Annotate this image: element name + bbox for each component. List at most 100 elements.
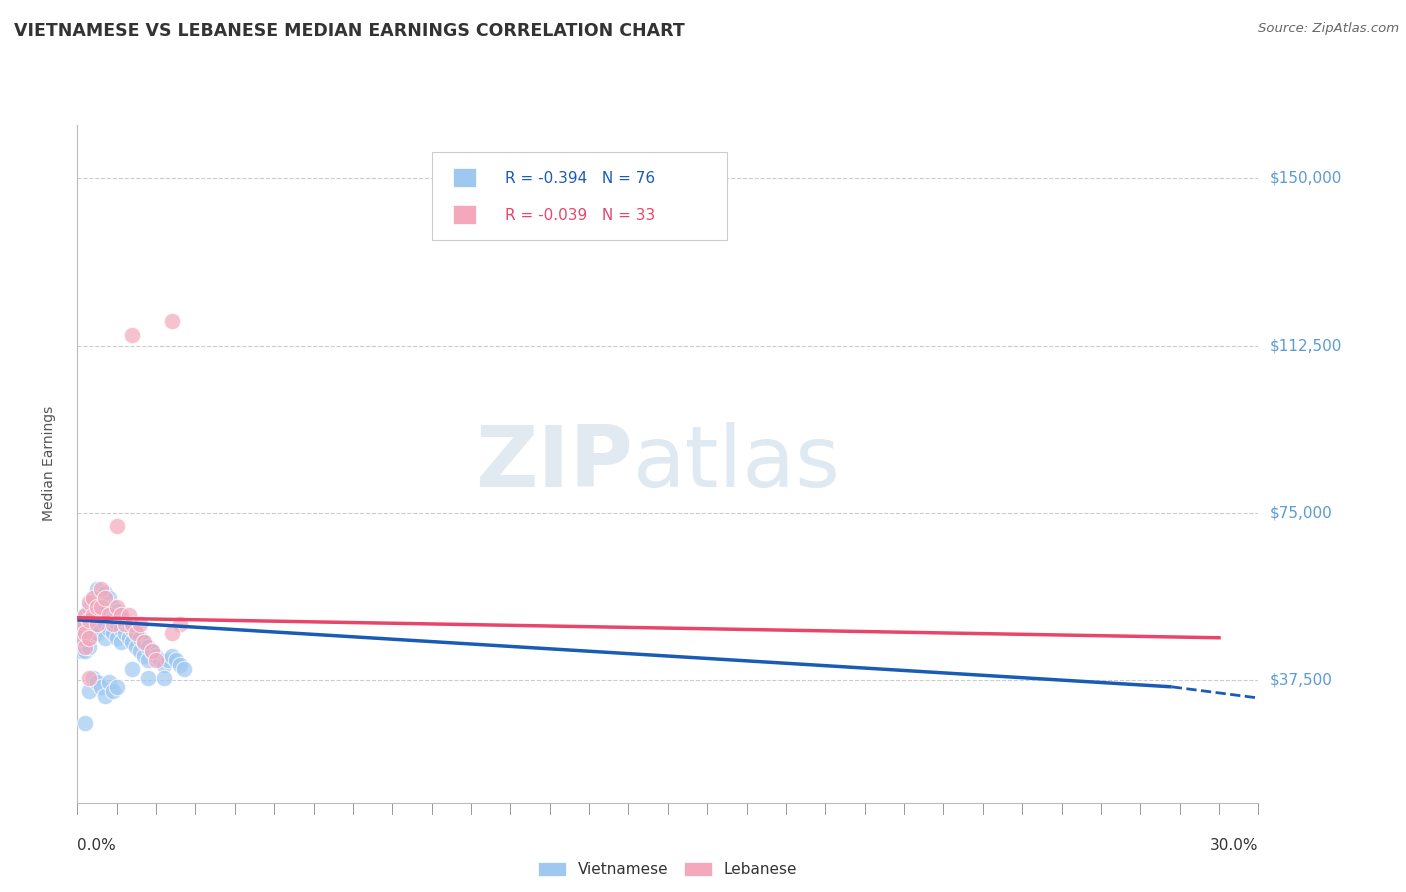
- Point: [94, 689, 117, 703]
- Point: [82, 671, 104, 685]
- Point: [94, 617, 117, 632]
- Point: [160, 648, 183, 663]
- Point: [156, 653, 179, 667]
- Point: [97, 622, 120, 636]
- Point: [136, 653, 159, 667]
- Text: $150,000: $150,000: [1270, 171, 1341, 186]
- Legend: Vietnamese, Lebanese: Vietnamese, Lebanese: [533, 856, 803, 883]
- Text: R = -0.039   N = 33: R = -0.039 N = 33: [505, 208, 655, 223]
- Point: [75, 608, 97, 623]
- Point: [114, 626, 136, 640]
- Point: [121, 635, 143, 649]
- Point: [160, 314, 183, 328]
- Point: [75, 715, 97, 730]
- Point: [86, 613, 108, 627]
- Point: [77, 613, 100, 627]
- Point: [86, 617, 108, 632]
- Point: [105, 617, 128, 632]
- Point: [75, 640, 97, 654]
- Point: [70, 617, 93, 632]
- Point: [94, 631, 117, 645]
- Point: [121, 327, 143, 342]
- Text: R = -0.394   N = 76: R = -0.394 N = 76: [505, 171, 655, 186]
- Point: [82, 608, 104, 623]
- Y-axis label: Median Earnings: Median Earnings: [42, 406, 56, 522]
- Text: $112,500: $112,500: [1270, 338, 1341, 353]
- Text: 30.0%: 30.0%: [1211, 838, 1258, 854]
- Point: [141, 644, 163, 658]
- FancyBboxPatch shape: [453, 168, 477, 187]
- Point: [70, 631, 93, 645]
- Point: [110, 635, 132, 649]
- Point: [77, 595, 100, 609]
- Point: [160, 626, 183, 640]
- Point: [134, 635, 156, 649]
- Point: [101, 617, 124, 632]
- Point: [125, 626, 148, 640]
- Point: [165, 653, 187, 667]
- Point: [145, 648, 167, 663]
- Point: [75, 626, 97, 640]
- Point: [75, 635, 97, 649]
- Point: [114, 613, 136, 627]
- Point: [70, 628, 93, 642]
- Point: [90, 582, 112, 596]
- Point: [149, 653, 172, 667]
- Point: [97, 591, 120, 605]
- Point: [117, 617, 139, 632]
- Text: ZIP: ZIP: [475, 422, 633, 506]
- Point: [70, 622, 93, 636]
- Point: [90, 599, 112, 614]
- Point: [94, 591, 117, 605]
- Point: [105, 519, 128, 533]
- Point: [86, 599, 108, 614]
- Point: [153, 657, 176, 672]
- Point: [86, 599, 108, 614]
- Point: [82, 591, 104, 605]
- Point: [90, 680, 112, 694]
- Point: [145, 653, 167, 667]
- Point: [77, 631, 100, 645]
- Point: [134, 635, 156, 649]
- Point: [86, 582, 108, 596]
- Point: [97, 608, 120, 623]
- Point: [101, 626, 124, 640]
- FancyBboxPatch shape: [432, 152, 727, 240]
- Point: [136, 671, 159, 685]
- Point: [77, 599, 100, 614]
- Point: [105, 599, 128, 614]
- Point: [129, 631, 152, 645]
- Point: [77, 640, 100, 654]
- Point: [169, 657, 191, 672]
- Point: [90, 595, 112, 609]
- Point: [94, 599, 117, 614]
- Point: [77, 622, 100, 636]
- Point: [121, 622, 143, 636]
- Point: [101, 613, 124, 627]
- Point: [77, 613, 100, 627]
- Point: [117, 631, 139, 645]
- Point: [105, 604, 128, 618]
- Point: [77, 631, 100, 645]
- Text: $37,500: $37,500: [1270, 673, 1333, 688]
- Point: [75, 644, 97, 658]
- FancyBboxPatch shape: [453, 205, 477, 224]
- Point: [77, 684, 100, 698]
- Point: [141, 644, 163, 658]
- Point: [70, 635, 93, 649]
- Point: [86, 675, 108, 690]
- Point: [110, 608, 132, 623]
- Point: [153, 671, 176, 685]
- Point: [75, 617, 97, 632]
- Point: [86, 626, 108, 640]
- Text: VIETNAMESE VS LEBANESE MEDIAN EARNINGS CORRELATION CHART: VIETNAMESE VS LEBANESE MEDIAN EARNINGS C…: [14, 22, 685, 40]
- Point: [82, 626, 104, 640]
- Point: [77, 671, 100, 685]
- Point: [129, 644, 152, 658]
- Point: [136, 640, 159, 654]
- Point: [121, 662, 143, 676]
- Point: [121, 617, 143, 632]
- Point: [105, 680, 128, 694]
- Point: [82, 617, 104, 632]
- Point: [117, 608, 139, 623]
